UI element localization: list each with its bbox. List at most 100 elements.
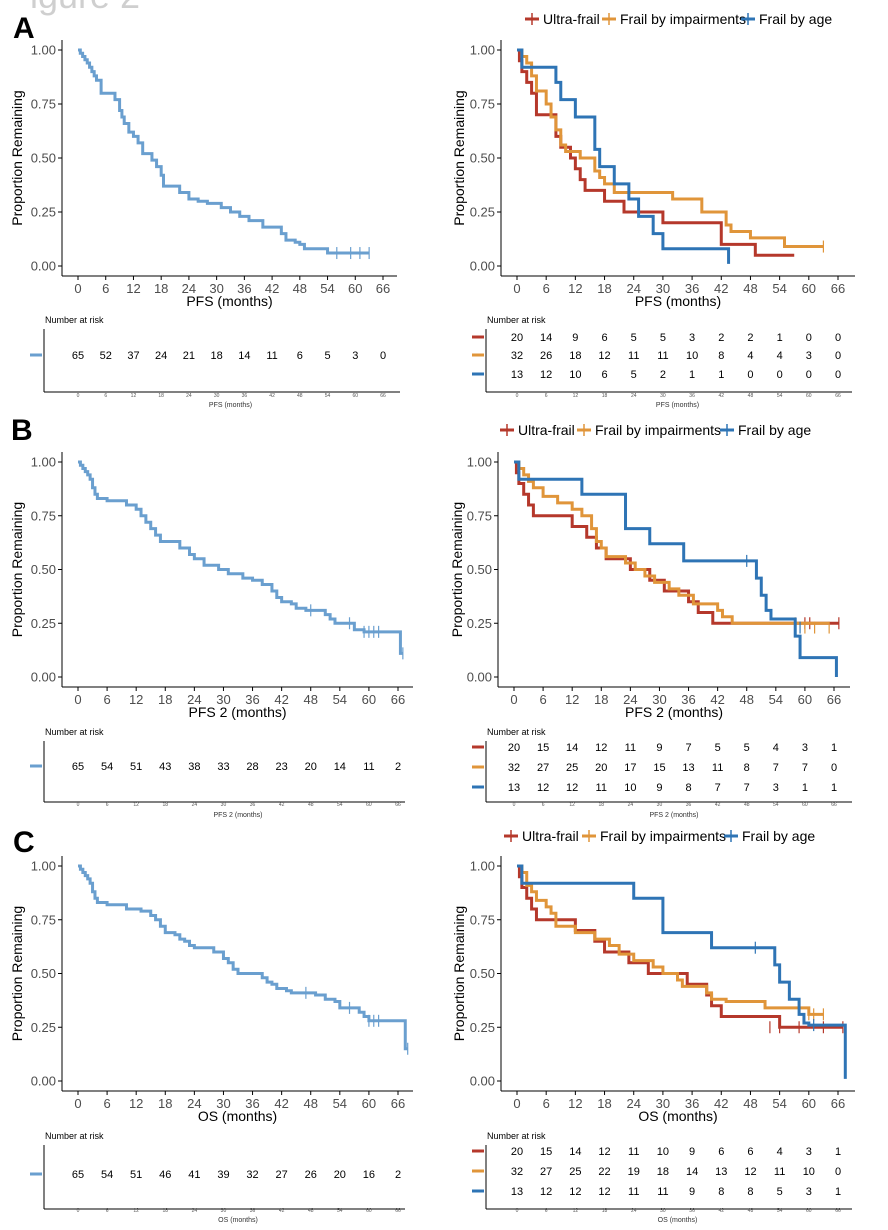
risk-count: 0 [806, 332, 812, 344]
risk-count: 0 [835, 332, 841, 344]
risk-count: 14 [566, 742, 578, 754]
risk-count: 14 [238, 350, 250, 362]
y-tick-label: 0.75 [31, 97, 56, 112]
risk-count: 5 [631, 369, 637, 381]
risk-count: 0 [777, 369, 783, 381]
risk-count: 20 [508, 742, 520, 754]
risk-table-x-tick: 6 [545, 1208, 548, 1214]
x-tick-label: 0 [513, 281, 520, 296]
risk-table-x-tick: 0 [77, 393, 80, 399]
km-curve-frail-by-impairments [517, 48, 824, 249]
risk-table-x-tick: 30 [221, 1208, 227, 1214]
risk-count: 7 [715, 782, 721, 794]
risk-table-x-tick: 48 [308, 1208, 314, 1214]
risk-count: 54 [101, 1169, 113, 1181]
risk-table-x-tick: 66 [380, 393, 386, 399]
risk-table-x-tick: 6 [104, 393, 107, 399]
risk-count: 7 [773, 762, 779, 774]
risk-count: 5 [631, 332, 637, 344]
risk-table-x-tick: 24 [186, 393, 192, 399]
risk-count: 37 [127, 350, 139, 362]
x-tick-label: 66 [831, 1096, 845, 1111]
x-tick-label: 48 [743, 1096, 757, 1111]
x-tick-label: 36 [681, 692, 695, 707]
risk-count: 4 [777, 350, 783, 362]
risk-count: 3 [802, 742, 808, 754]
risk-table-x-tick: 48 [744, 802, 750, 808]
risk-count: 32 [511, 350, 523, 362]
risk-table-x-tick: 42 [718, 393, 724, 399]
charts-layer: 0.000.250.500.751.000 6 12 18 24 30 36 42 48 54 60… [9, 11, 855, 1224]
y-tick-label: 1.00 [470, 859, 495, 874]
risk-count: 1 [718, 369, 724, 381]
y-tick-label: 1.00 [31, 859, 56, 874]
risk-count: 5 [777, 1186, 783, 1198]
risk-table-title: Number at risk [487, 1131, 546, 1141]
risk-count: 18 [211, 350, 223, 362]
x-tick-label: 6 [543, 281, 550, 296]
risk-count: 5 [660, 332, 666, 344]
risk-count: 1 [835, 1186, 841, 1198]
x-tick-label: 24 [626, 281, 640, 296]
y-tick-label: 0.75 [470, 97, 495, 112]
risk-table-x-tick: 66 [395, 1208, 401, 1214]
y-tick-label: 0.75 [470, 912, 495, 927]
risk-count: 51 [130, 1169, 142, 1181]
risk-count: 46 [159, 1169, 171, 1181]
risk-table-x-tick: 42 [279, 802, 285, 808]
risk-count: 13 [715, 1166, 727, 1178]
x-tick-label: 42 [274, 692, 288, 707]
risk-count: 3 [806, 350, 812, 362]
risk-count: 38 [188, 761, 200, 773]
risk-count: 14 [686, 1166, 698, 1178]
y-tick-label: 0.25 [467, 616, 492, 631]
y-tick-label: 0.25 [470, 1020, 495, 1035]
legend-label: Ultra-frail [543, 11, 600, 27]
y-tick-label: 0.25 [470, 205, 495, 220]
risk-table-x-tick: 42 [718, 1208, 724, 1214]
risk-count: 10 [686, 350, 698, 362]
risk-count: 43 [159, 761, 171, 773]
risk-count: 32 [511, 1166, 523, 1178]
risk-table-x-tick: 12 [573, 1208, 579, 1214]
risk-count: 11 [625, 742, 636, 754]
risk-table-title: Number at risk [487, 315, 546, 325]
risk-count: 4 [747, 350, 753, 362]
risk-count: 10 [624, 782, 636, 794]
risk-table-x-tick: 18 [158, 393, 164, 399]
risk-count: 4 [777, 1146, 783, 1158]
km-curve-frail-by-age [517, 864, 847, 1079]
x-tick-label: 60 [348, 281, 362, 296]
x-tick-label: 42 [714, 1096, 728, 1111]
risk-table-x-tick: 0 [77, 1208, 80, 1214]
risk-count: 5 [324, 350, 330, 362]
risk-count: 20 [305, 761, 317, 773]
risk-count: 2 [660, 369, 666, 381]
y-tick-label: 0.50 [31, 562, 56, 577]
risk-count: 1 [831, 782, 837, 794]
panel-letter-a: A [13, 12, 35, 45]
risk-count: 16 [363, 1169, 375, 1181]
x-tick-label: 0 [74, 692, 81, 707]
risk-count: 0 [835, 1166, 841, 1178]
x-tick-label: 48 [303, 692, 317, 707]
y-tick-label: 0.50 [470, 966, 495, 981]
risk-count: 1 [835, 1146, 841, 1158]
risk-count: 19 [628, 1166, 640, 1178]
y-tick-label: 0.50 [31, 151, 56, 166]
risk-table-x-tick: 24 [631, 393, 637, 399]
x-tick-label: 54 [772, 1096, 786, 1111]
risk-table-x-tick: 36 [250, 802, 256, 808]
risk-table-x-tick: 30 [214, 393, 220, 399]
x-tick-label: 6 [103, 1096, 110, 1111]
km-curve-frail-by-age [517, 48, 731, 264]
x-tick-label: 30 [656, 281, 670, 296]
risk-count: 0 [806, 369, 812, 381]
risk-count: 11 [363, 761, 374, 773]
x-tick-label: 24 [182, 281, 196, 296]
risk-count: 9 [656, 742, 662, 754]
legend-label: Ultra-frail [518, 422, 575, 438]
risk-count: 8 [685, 782, 691, 794]
risk-count: 13 [508, 782, 520, 794]
x-tick-label: 12 [126, 281, 140, 296]
